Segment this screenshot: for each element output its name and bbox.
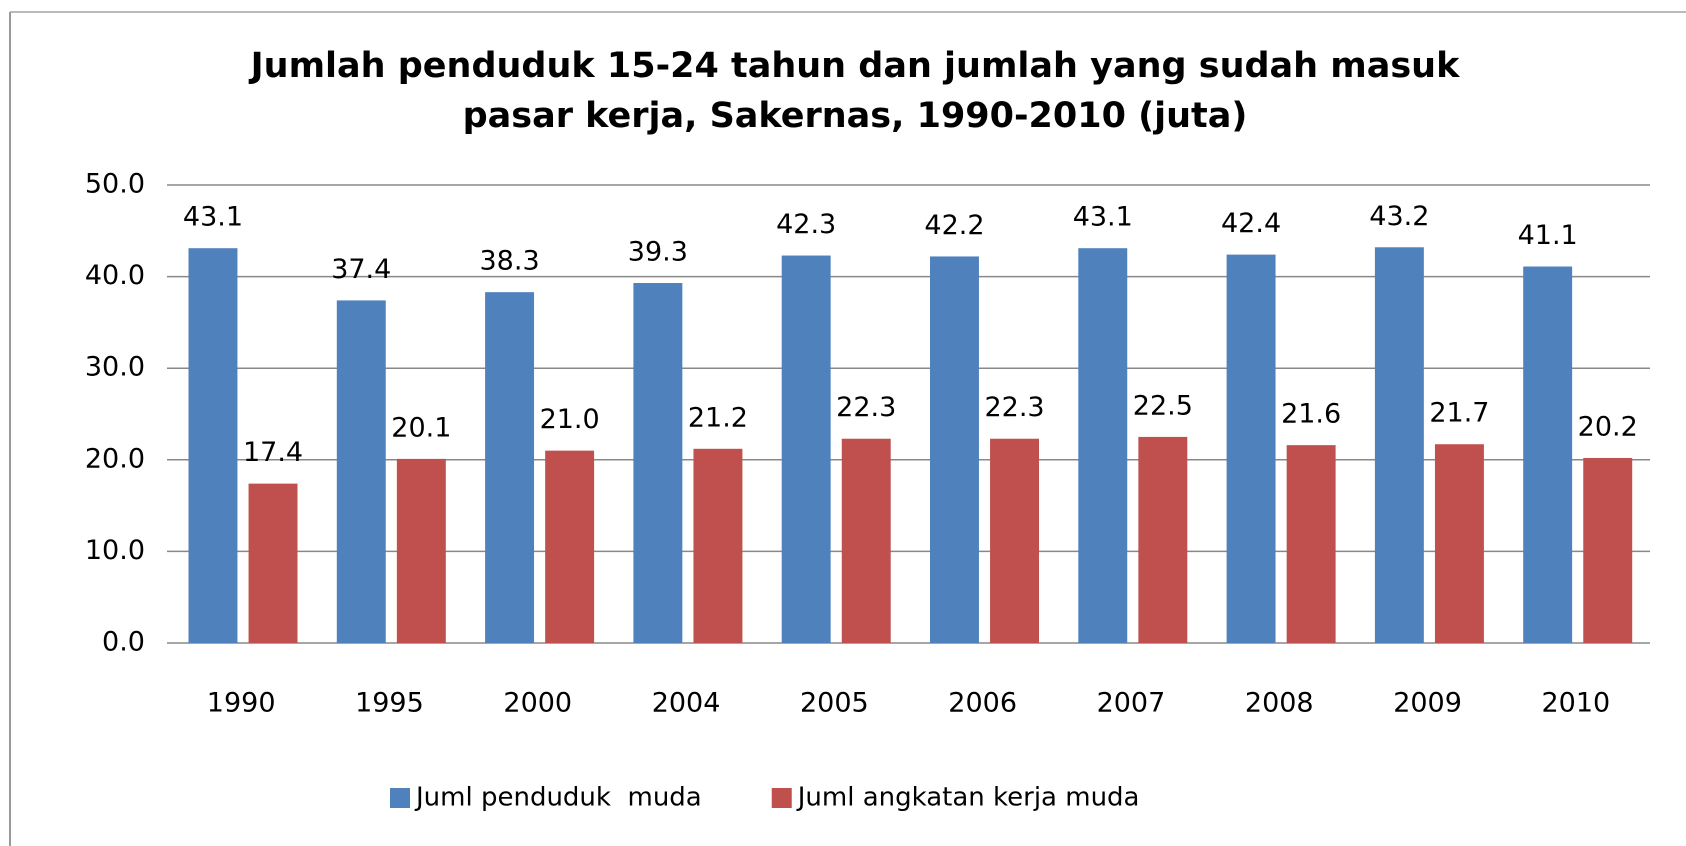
x-tick-label: 2010 — [1541, 688, 1610, 719]
value-label: 20.1 — [391, 412, 451, 443]
x-tick-label: 1995 — [355, 688, 424, 719]
y-tick-label: 20.0 — [85, 443, 145, 474]
bar — [1226, 254, 1276, 643]
bar — [633, 283, 683, 643]
x-tick-label: 2006 — [948, 688, 1017, 719]
x-tick-label: 2007 — [1097, 688, 1166, 719]
value-label: 39.3 — [628, 237, 688, 268]
legend-swatch — [390, 788, 410, 808]
x-tick-label: 2004 — [652, 688, 721, 719]
y-tick-label: 30.0 — [85, 352, 145, 383]
value-label: 43.2 — [1369, 201, 1429, 232]
bar — [930, 256, 979, 643]
value-label: 21.6 — [1281, 399, 1341, 430]
bar — [693, 448, 743, 643]
bar — [248, 483, 298, 643]
value-label: 21.2 — [688, 402, 748, 433]
value-label: 43.1 — [1073, 202, 1133, 233]
bar — [841, 438, 891, 643]
value-label: 37.4 — [331, 254, 391, 285]
bar — [990, 438, 1040, 643]
x-tick-label: 1990 — [207, 688, 276, 719]
bar — [485, 292, 535, 643]
bar — [336, 300, 386, 643]
value-label: 21.0 — [540, 404, 600, 435]
value-label: 42.2 — [924, 210, 984, 241]
legend-label: Juml penduduk muda — [414, 783, 702, 813]
bar — [1583, 457, 1633, 643]
x-tick-label: 2009 — [1393, 688, 1462, 719]
value-label: 22.3 — [836, 392, 896, 423]
bar — [1434, 444, 1484, 643]
bar — [1138, 436, 1188, 643]
bar — [781, 255, 831, 644]
value-label: 42.4 — [1221, 208, 1281, 239]
value-label: 17.4 — [243, 437, 303, 468]
legend-label: Juml angkatan kerja muda — [796, 783, 1140, 813]
y-tick-label: 10.0 — [85, 535, 145, 566]
bar — [545, 450, 595, 643]
bar — [1286, 445, 1336, 643]
y-tick-label: 50.0 — [85, 169, 145, 200]
value-label: 22.3 — [984, 392, 1044, 423]
bar — [188, 248, 238, 644]
value-label: 22.5 — [1133, 390, 1193, 421]
bar — [1523, 266, 1573, 643]
value-label: 43.1 — [183, 202, 243, 233]
x-tick-label: 2005 — [800, 688, 869, 719]
x-tick-label: 2008 — [1245, 688, 1314, 719]
y-tick-label: 40.0 — [85, 260, 145, 291]
value-label: 38.3 — [480, 246, 540, 277]
x-tick-label: 2000 — [503, 688, 572, 719]
value-label: 41.1 — [1518, 220, 1578, 251]
value-label: 20.2 — [1578, 411, 1638, 442]
chart-title: pasar kerja, Sakernas, 1990-2010 (juta) — [463, 96, 1248, 136]
value-label: 21.7 — [1429, 398, 1489, 429]
bar — [1078, 248, 1128, 644]
y-tick-label: 0.0 — [102, 627, 145, 658]
value-label: 42.3 — [776, 209, 836, 240]
bar — [1374, 247, 1424, 643]
bar — [396, 458, 446, 643]
legend-swatch — [771, 788, 792, 808]
chart-title: Jumlah penduduk 15-24 tahun dan jumlah y… — [249, 46, 1460, 86]
